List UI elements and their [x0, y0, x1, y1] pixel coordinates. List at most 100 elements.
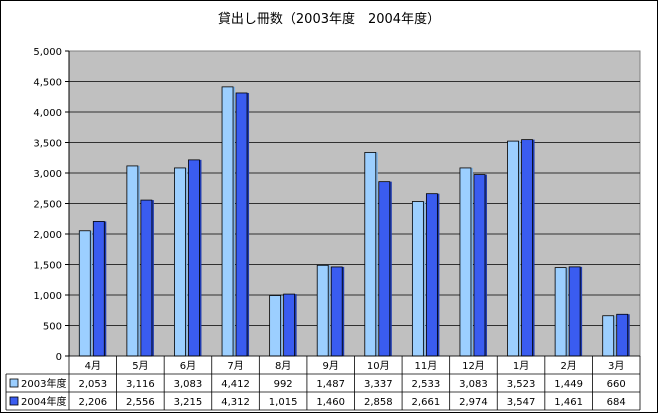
bar-2004-8: [473, 174, 486, 357]
data-cell: 2,533: [412, 379, 441, 390]
bar-shade: [233, 86, 236, 357]
data-cell: 4,412: [221, 379, 250, 390]
data-cell: 3,083: [174, 379, 203, 390]
bar-2003-3: [221, 86, 234, 357]
data-cell: 1,460: [316, 397, 345, 408]
data-cell: 2,053: [78, 379, 107, 390]
y-tick-label: 0: [56, 352, 62, 363]
bar-2003-9: [507, 140, 519, 357]
legend-key-2003: [9, 378, 19, 388]
x-tick-label: 10月: [367, 360, 390, 372]
bar-2003-6: [364, 152, 377, 357]
bar-2004-5: [330, 266, 343, 357]
legend-key-2004: [9, 396, 19, 406]
y-tick-label: 1,000: [33, 291, 62, 302]
bar-2003-2: [174, 167, 186, 357]
bar-shade: [199, 159, 202, 356]
data-cell: 1,461: [554, 397, 583, 408]
x-tick-label: 4月: [85, 360, 101, 372]
data-cell: 2,858: [364, 397, 393, 408]
data-cell: 2,661: [412, 397, 441, 408]
bar-shade: [90, 230, 93, 356]
bar-2004-9: [521, 139, 533, 357]
bar-shade: [470, 167, 473, 356]
bar-shade: [247, 92, 250, 356]
bar-shade: [342, 266, 345, 356]
data-cell: 992: [274, 379, 293, 390]
bar-2003-10: [554, 267, 567, 357]
x-tick-label: 3月: [608, 360, 624, 372]
y-tick-label: 4,000: [33, 108, 62, 119]
bar-2004-1: [140, 199, 153, 357]
data-cell: 3,547: [507, 397, 536, 408]
data-cell: 2,556: [126, 397, 155, 408]
bar-shade: [518, 141, 521, 356]
bar-shade: [627, 314, 630, 356]
data-cell: 2,206: [78, 397, 107, 408]
bar-2004-7: [425, 193, 438, 357]
bar-2003-5: [316, 264, 329, 357]
y-tick-label: 3,000: [33, 169, 62, 180]
x-tick-label: 2月: [560, 360, 576, 372]
bar-shade: [294, 294, 297, 356]
y-tick-label: 2,500: [33, 200, 62, 211]
bar-2004-11: [616, 313, 629, 357]
bar-2003-0: [78, 230, 91, 357]
x-tick-label: 5月: [132, 360, 148, 372]
y-tick-label: 5,000: [33, 47, 62, 58]
bar-shade: [151, 200, 154, 356]
data-cell: 1,487: [316, 379, 345, 390]
data-cell: 3,337: [364, 379, 393, 390]
data-cell: 1,015: [269, 397, 298, 408]
x-tick-label: 11月: [415, 360, 438, 372]
chart-title: 貸出し冊数（2003年度 2004年度）: [217, 12, 441, 27]
bar-2004-10: [568, 266, 581, 357]
bar-shade: [532, 139, 535, 356]
bar-2003-11: [602, 315, 615, 357]
bar-2004-2: [188, 159, 200, 357]
bar-2003-4: [269, 295, 282, 357]
data-cell: 4,312: [221, 397, 250, 408]
bar-2003-1: [126, 165, 139, 357]
bar-2004-0: [92, 221, 105, 357]
legend-label-2003: 2003年度: [21, 377, 66, 390]
bar-shade: [280, 295, 283, 356]
y-tick-label: 3,500: [33, 139, 62, 150]
bar-2004-6: [378, 181, 391, 357]
bar-shade: [375, 152, 378, 356]
bar-2003-7: [411, 201, 424, 357]
x-tick-label: 9月: [323, 360, 339, 372]
x-tick-label: 12月: [462, 360, 485, 372]
bar-shade: [613, 315, 616, 356]
data-cell: 3,083: [459, 379, 488, 390]
bar-shade: [566, 267, 569, 356]
x-tick-label: 7月: [227, 360, 243, 372]
x-tick-label: 6月: [180, 360, 196, 372]
bar-shade: [185, 167, 188, 356]
bar-shade: [104, 221, 107, 356]
legend-label-2004: 2004年度: [21, 395, 66, 408]
bar-shade: [580, 266, 583, 356]
data-cell: 3,116: [126, 379, 155, 390]
bar-shade: [389, 181, 392, 356]
data-cell: 660: [607, 379, 626, 390]
y-tick-label: 2,000: [33, 230, 62, 241]
bar-shade: [328, 265, 331, 356]
bar-2004-4: [283, 293, 296, 357]
bar-shade: [437, 193, 440, 356]
bar-2003-8: [459, 167, 472, 357]
bar-shade: [423, 201, 426, 356]
x-tick-label: 1月: [513, 360, 529, 372]
data-cell: 3,523: [507, 379, 536, 390]
y-tick-label: 4,500: [33, 78, 62, 89]
data-cell: 3,215: [174, 397, 203, 408]
data-cell: 1,449: [554, 379, 583, 390]
bar-shade: [484, 174, 487, 356]
x-tick-label: 8月: [275, 360, 291, 372]
bar-2004-3: [235, 92, 248, 357]
bar-shade: [137, 165, 140, 356]
y-tick-label: 500: [43, 322, 62, 333]
y-tick-label: 1,500: [33, 261, 62, 272]
data-cell: 684: [607, 397, 626, 408]
